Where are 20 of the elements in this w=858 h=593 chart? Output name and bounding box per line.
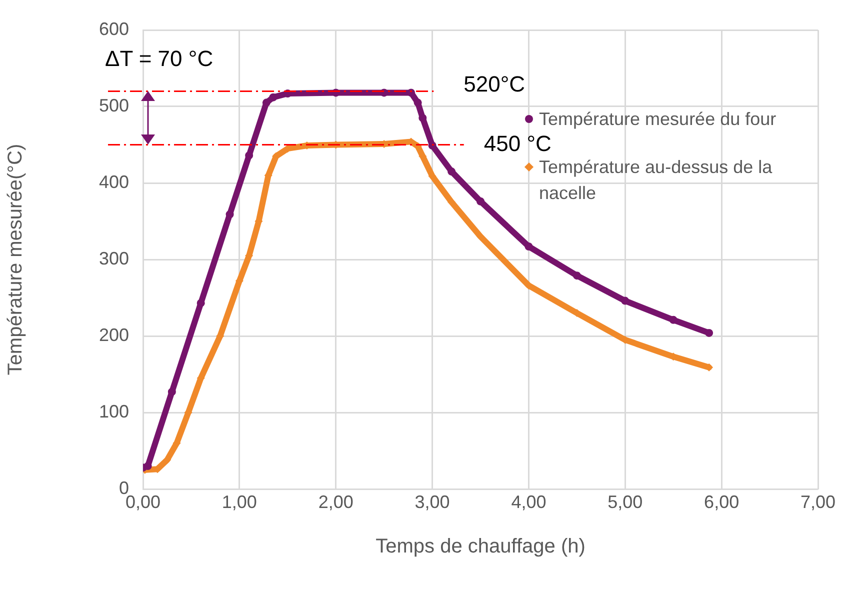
x-tick-label: 4,00 xyxy=(511,492,546,512)
y-tick-label: 100 xyxy=(98,401,129,422)
ref-line-label: 520°C xyxy=(464,71,526,96)
x-tick-label: 2,00 xyxy=(318,492,354,512)
y-tick-label: 200 xyxy=(98,324,129,345)
y-axis-title: Température mesurée(°C) xyxy=(4,144,27,376)
x-tick-label: 5,00 xyxy=(608,492,643,512)
x-tick-label: 7,00 xyxy=(800,492,836,512)
x-tick-label: 6,00 xyxy=(704,492,740,512)
x-tick-label: 1,00 xyxy=(222,492,257,512)
legend-label: Température mesurée du four xyxy=(539,108,776,131)
y-tick-label: 300 xyxy=(98,248,129,268)
x-tick-label: 3,00 xyxy=(414,492,450,512)
y-tick-label: 500 xyxy=(98,95,129,116)
y-tick-label: 400 xyxy=(98,172,129,192)
x-axis-title: Temps de chauffage (h) xyxy=(376,536,586,558)
annotation: ΔT = 70 °C xyxy=(105,46,214,72)
y-tick-label: 600 xyxy=(98,18,129,39)
legend-label: Température au-dessus de la nacelle xyxy=(539,156,774,205)
ref-line-label: 450 °C xyxy=(484,130,552,156)
